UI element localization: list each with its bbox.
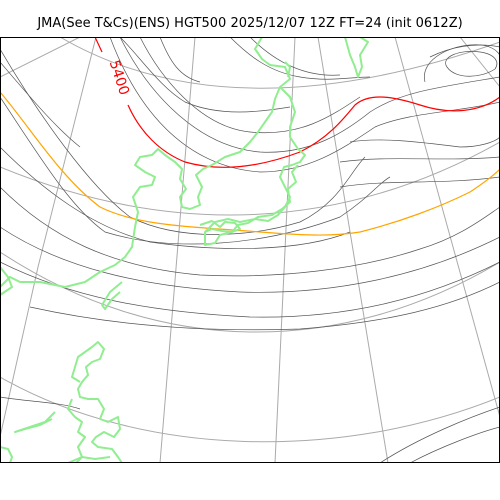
contour-line (429, 44, 500, 58)
coastline-peninsula (101, 281, 123, 310)
coastline-peninsula (204, 86, 306, 246)
contour-line (229, 37, 371, 80)
coastline-island (199, 220, 241, 233)
parallel-line (0, 251, 500, 333)
contour-line (139, 37, 361, 134)
contour-line (29, 281, 500, 331)
contour-line (424, 44, 500, 83)
contour-line (159, 37, 201, 83)
coastline-mainland (0, 37, 291, 288)
contour-line (119, 37, 291, 113)
coastline-island (77, 341, 123, 463)
height-contours (0, 37, 500, 463)
coastline-island (0, 446, 13, 463)
contour-line (0, 261, 500, 318)
contour-line (0, 146, 351, 249)
contour-line (119, 37, 500, 153)
meridian-line (394, 37, 500, 418)
coastline-mainland (0, 266, 13, 296)
contour-line (0, 226, 500, 293)
parallel-line (59, 37, 500, 89)
contour-5400-line (94, 37, 500, 168)
meridian-line (0, 37, 97, 438)
contour-line (409, 426, 500, 463)
contour-line (0, 48, 366, 235)
contour-line (339, 176, 500, 188)
contour-5400-label: 5400 (106, 58, 132, 97)
contour-line (349, 136, 500, 148)
coastline-island (344, 37, 369, 78)
graticule (0, 37, 500, 463)
contour-line (0, 96, 391, 245)
coastline-island (67, 456, 111, 463)
coastline-island (14, 411, 56, 433)
meridian-line (274, 37, 296, 463)
contour-line (339, 156, 500, 163)
contour-line (249, 37, 341, 76)
contour-line (379, 406, 500, 463)
parallel-line (0, 141, 500, 216)
map-border (0, 37, 500, 463)
contour-5700-line (0, 91, 500, 236)
coastline-peninsula (284, 61, 291, 78)
contour-line (0, 186, 500, 277)
coastlines (0, 37, 369, 463)
meridian-line (0, 37, 81, 78)
meridian-line (317, 37, 389, 463)
contour-line (0, 61, 81, 148)
map-frame: 5400 (0, 37, 500, 463)
meridian-line (159, 37, 196, 463)
coastline-island (67, 398, 86, 463)
contour-line (0, 396, 81, 410)
parallel-line (0, 376, 500, 443)
contour-line (109, 37, 500, 173)
map-title: JMA(See T&Cs)(ENS) HGT500 2025/12/07 12Z… (37, 16, 463, 31)
contour-line (445, 51, 498, 77)
coastline-island (71, 346, 93, 383)
